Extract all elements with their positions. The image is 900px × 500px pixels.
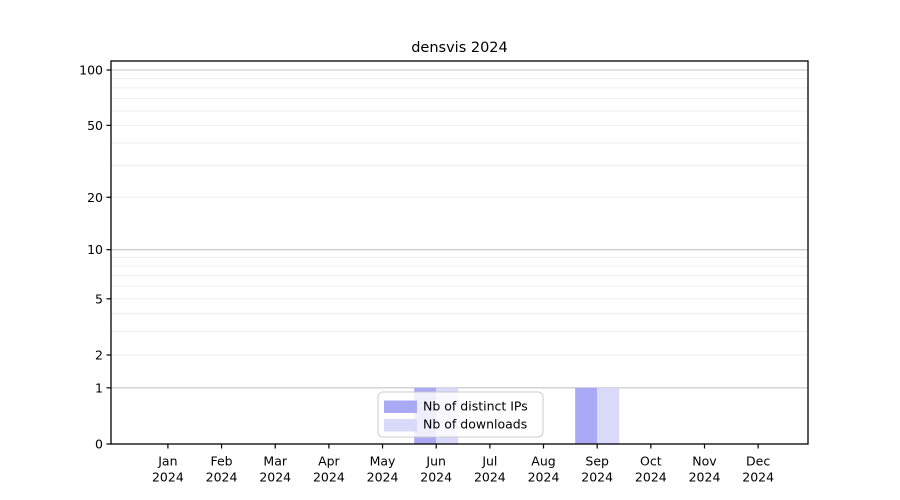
- gridlines: [111, 69, 808, 389]
- x-tick-label-year: 2024: [313, 470, 345, 485]
- y-tick-label: 5: [95, 291, 103, 306]
- x-tick-label-month: Oct: [640, 454, 662, 469]
- legend-swatch-downloads: [384, 419, 417, 432]
- y-tick-label: 20: [87, 190, 103, 205]
- x-tick-label-year: 2024: [206, 470, 238, 485]
- x-tick-label-year: 2024: [152, 470, 184, 485]
- axis-ticks: [106, 69, 759, 449]
- axis-labels: Jan2024Feb2024Mar2024Apr2024May2024Jun20…: [79, 63, 774, 485]
- x-tick-label-month: Dec: [746, 454, 770, 469]
- x-tick-label-year: 2024: [367, 470, 399, 485]
- y-tick-label: 1: [95, 380, 103, 395]
- x-tick-label-year: 2024: [528, 470, 560, 485]
- y-tick-label: 0: [95, 437, 103, 452]
- x-tick-label-month: Mar: [263, 454, 287, 469]
- plot-border: [110, 60, 809, 445]
- x-tick-label-year: 2024: [474, 470, 506, 485]
- y-tick-label: 50: [87, 118, 103, 133]
- x-tick-label-month: Aug: [531, 454, 555, 469]
- x-tick-label-year: 2024: [259, 470, 291, 485]
- y-tick-label: 10: [87, 242, 103, 257]
- x-tick-label-year: 2024: [742, 470, 774, 485]
- x-tick-label-month: May: [370, 454, 396, 469]
- legend: Nb of distinct IPs Nb of downloads: [377, 391, 544, 438]
- legend-box: [377, 391, 544, 438]
- bar-downloads-sep: [597, 387, 620, 444]
- x-tick-label-month: Jan: [157, 454, 177, 469]
- x-tick-label-month: Jul: [481, 454, 497, 469]
- bar-distinct-ips-sep: [575, 387, 598, 444]
- chart-title: densvis 2024: [411, 40, 508, 56]
- x-tick-label-year: 2024: [635, 470, 667, 485]
- legend-swatch-distinct-ips: [384, 400, 417, 413]
- x-tick-label-month: Sep: [585, 454, 609, 469]
- x-tick-label-month: Apr: [318, 454, 340, 469]
- legend-label-downloads: Nb of downloads: [423, 417, 527, 432]
- x-tick-label-month: Jun: [425, 454, 446, 469]
- x-tick-label-year: 2024: [581, 470, 613, 485]
- x-tick-label-month: Feb: [210, 454, 232, 469]
- x-tick-label-year: 2024: [420, 470, 452, 485]
- legend-label-distinct-ips: Nb of distinct IPs: [423, 399, 528, 414]
- y-tick-label: 2: [95, 347, 103, 362]
- x-tick-label-year: 2024: [689, 470, 721, 485]
- y-tick-label: 100: [79, 63, 103, 78]
- x-tick-label-month: Nov: [692, 454, 717, 469]
